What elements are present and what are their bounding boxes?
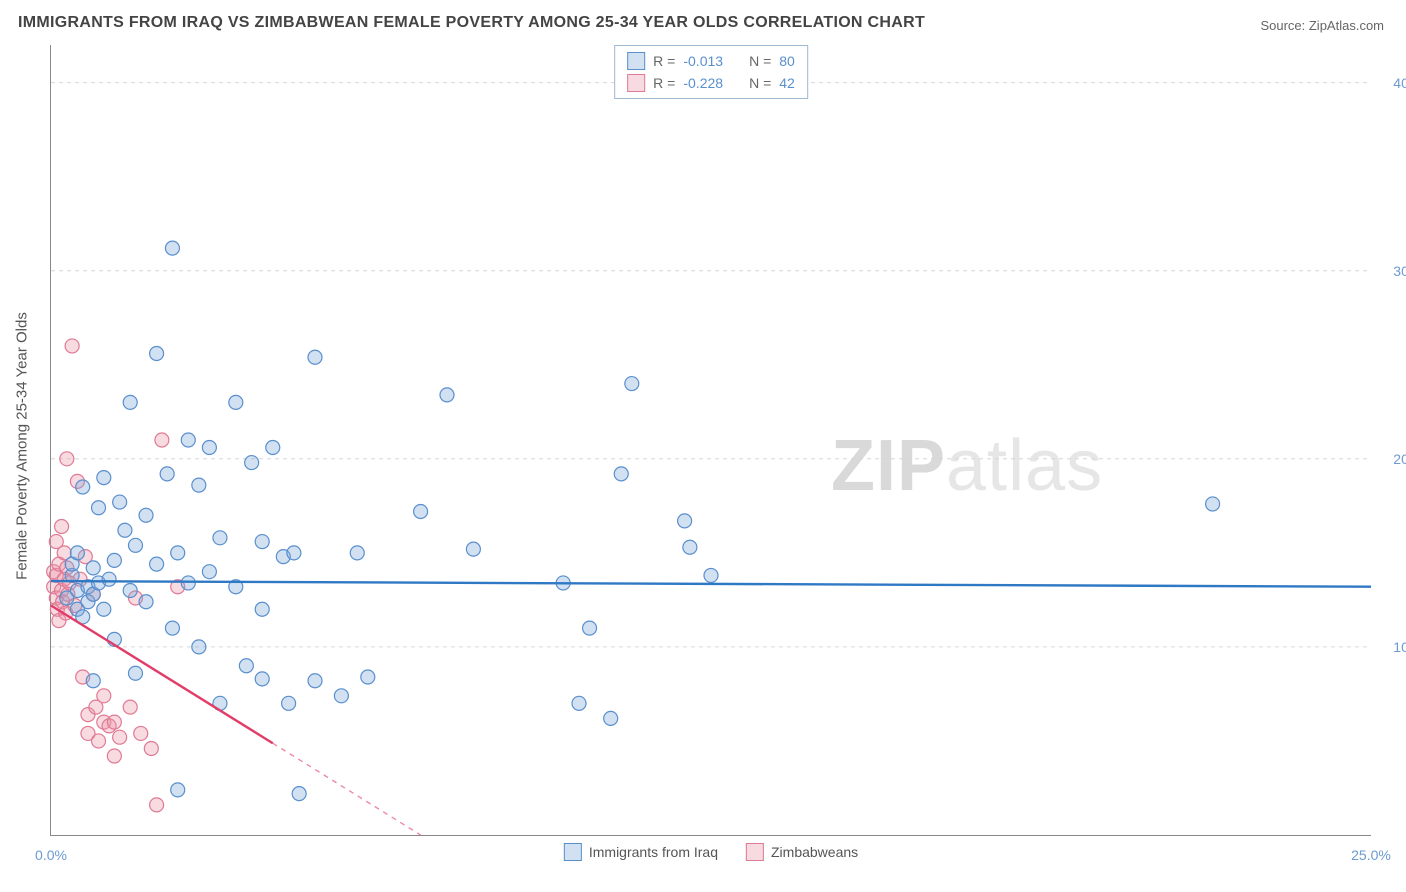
r-value-1: -0.228	[683, 75, 723, 91]
stats-row-0: R = -0.013 N = 80	[627, 50, 795, 72]
y-tick-label: 10.0%	[1393, 639, 1406, 655]
n-value-1: 42	[779, 75, 795, 91]
x-tick-label: 25.0%	[1351, 847, 1391, 863]
source-attribution: Source: ZipAtlas.com	[1260, 18, 1384, 33]
series-legend: Immigrants from Iraq Zimbabweans	[564, 843, 858, 861]
plot-area: ZIPatlas R = -0.013 N = 80 R = -0.228 N …	[50, 45, 1371, 836]
swatch-series-0	[564, 843, 582, 861]
y-tick-label: 30.0%	[1393, 263, 1406, 279]
r-label: R =	[653, 53, 675, 69]
y-tick-label: 40.0%	[1393, 75, 1406, 91]
stats-row-1: R = -0.228 N = 42	[627, 72, 795, 94]
y-tick-label: 20.0%	[1393, 451, 1406, 467]
r-label: R =	[653, 75, 675, 91]
swatch-series-1	[746, 843, 764, 861]
swatch-series-1	[627, 74, 645, 92]
chart-title: IMMIGRANTS FROM IRAQ VS ZIMBABWEAN FEMAL…	[18, 14, 925, 32]
series-name-0: Immigrants from Iraq	[589, 844, 718, 860]
series-name-1: Zimbabweans	[771, 844, 858, 860]
x-tick-label: 0.0%	[35, 847, 67, 863]
n-label: N =	[749, 53, 771, 69]
legend-item-1: Zimbabweans	[746, 843, 858, 861]
n-label: N =	[749, 75, 771, 91]
y-axis-label: Female Poverty Among 25-34 Year Olds	[14, 312, 31, 580]
swatch-series-0	[627, 52, 645, 70]
chart-svg	[51, 45, 1371, 835]
n-value-0: 80	[779, 53, 795, 69]
r-value-0: -0.013	[683, 53, 723, 69]
stats-legend: R = -0.013 N = 80 R = -0.228 N = 42	[614, 45, 808, 99]
legend-item-0: Immigrants from Iraq	[564, 843, 718, 861]
